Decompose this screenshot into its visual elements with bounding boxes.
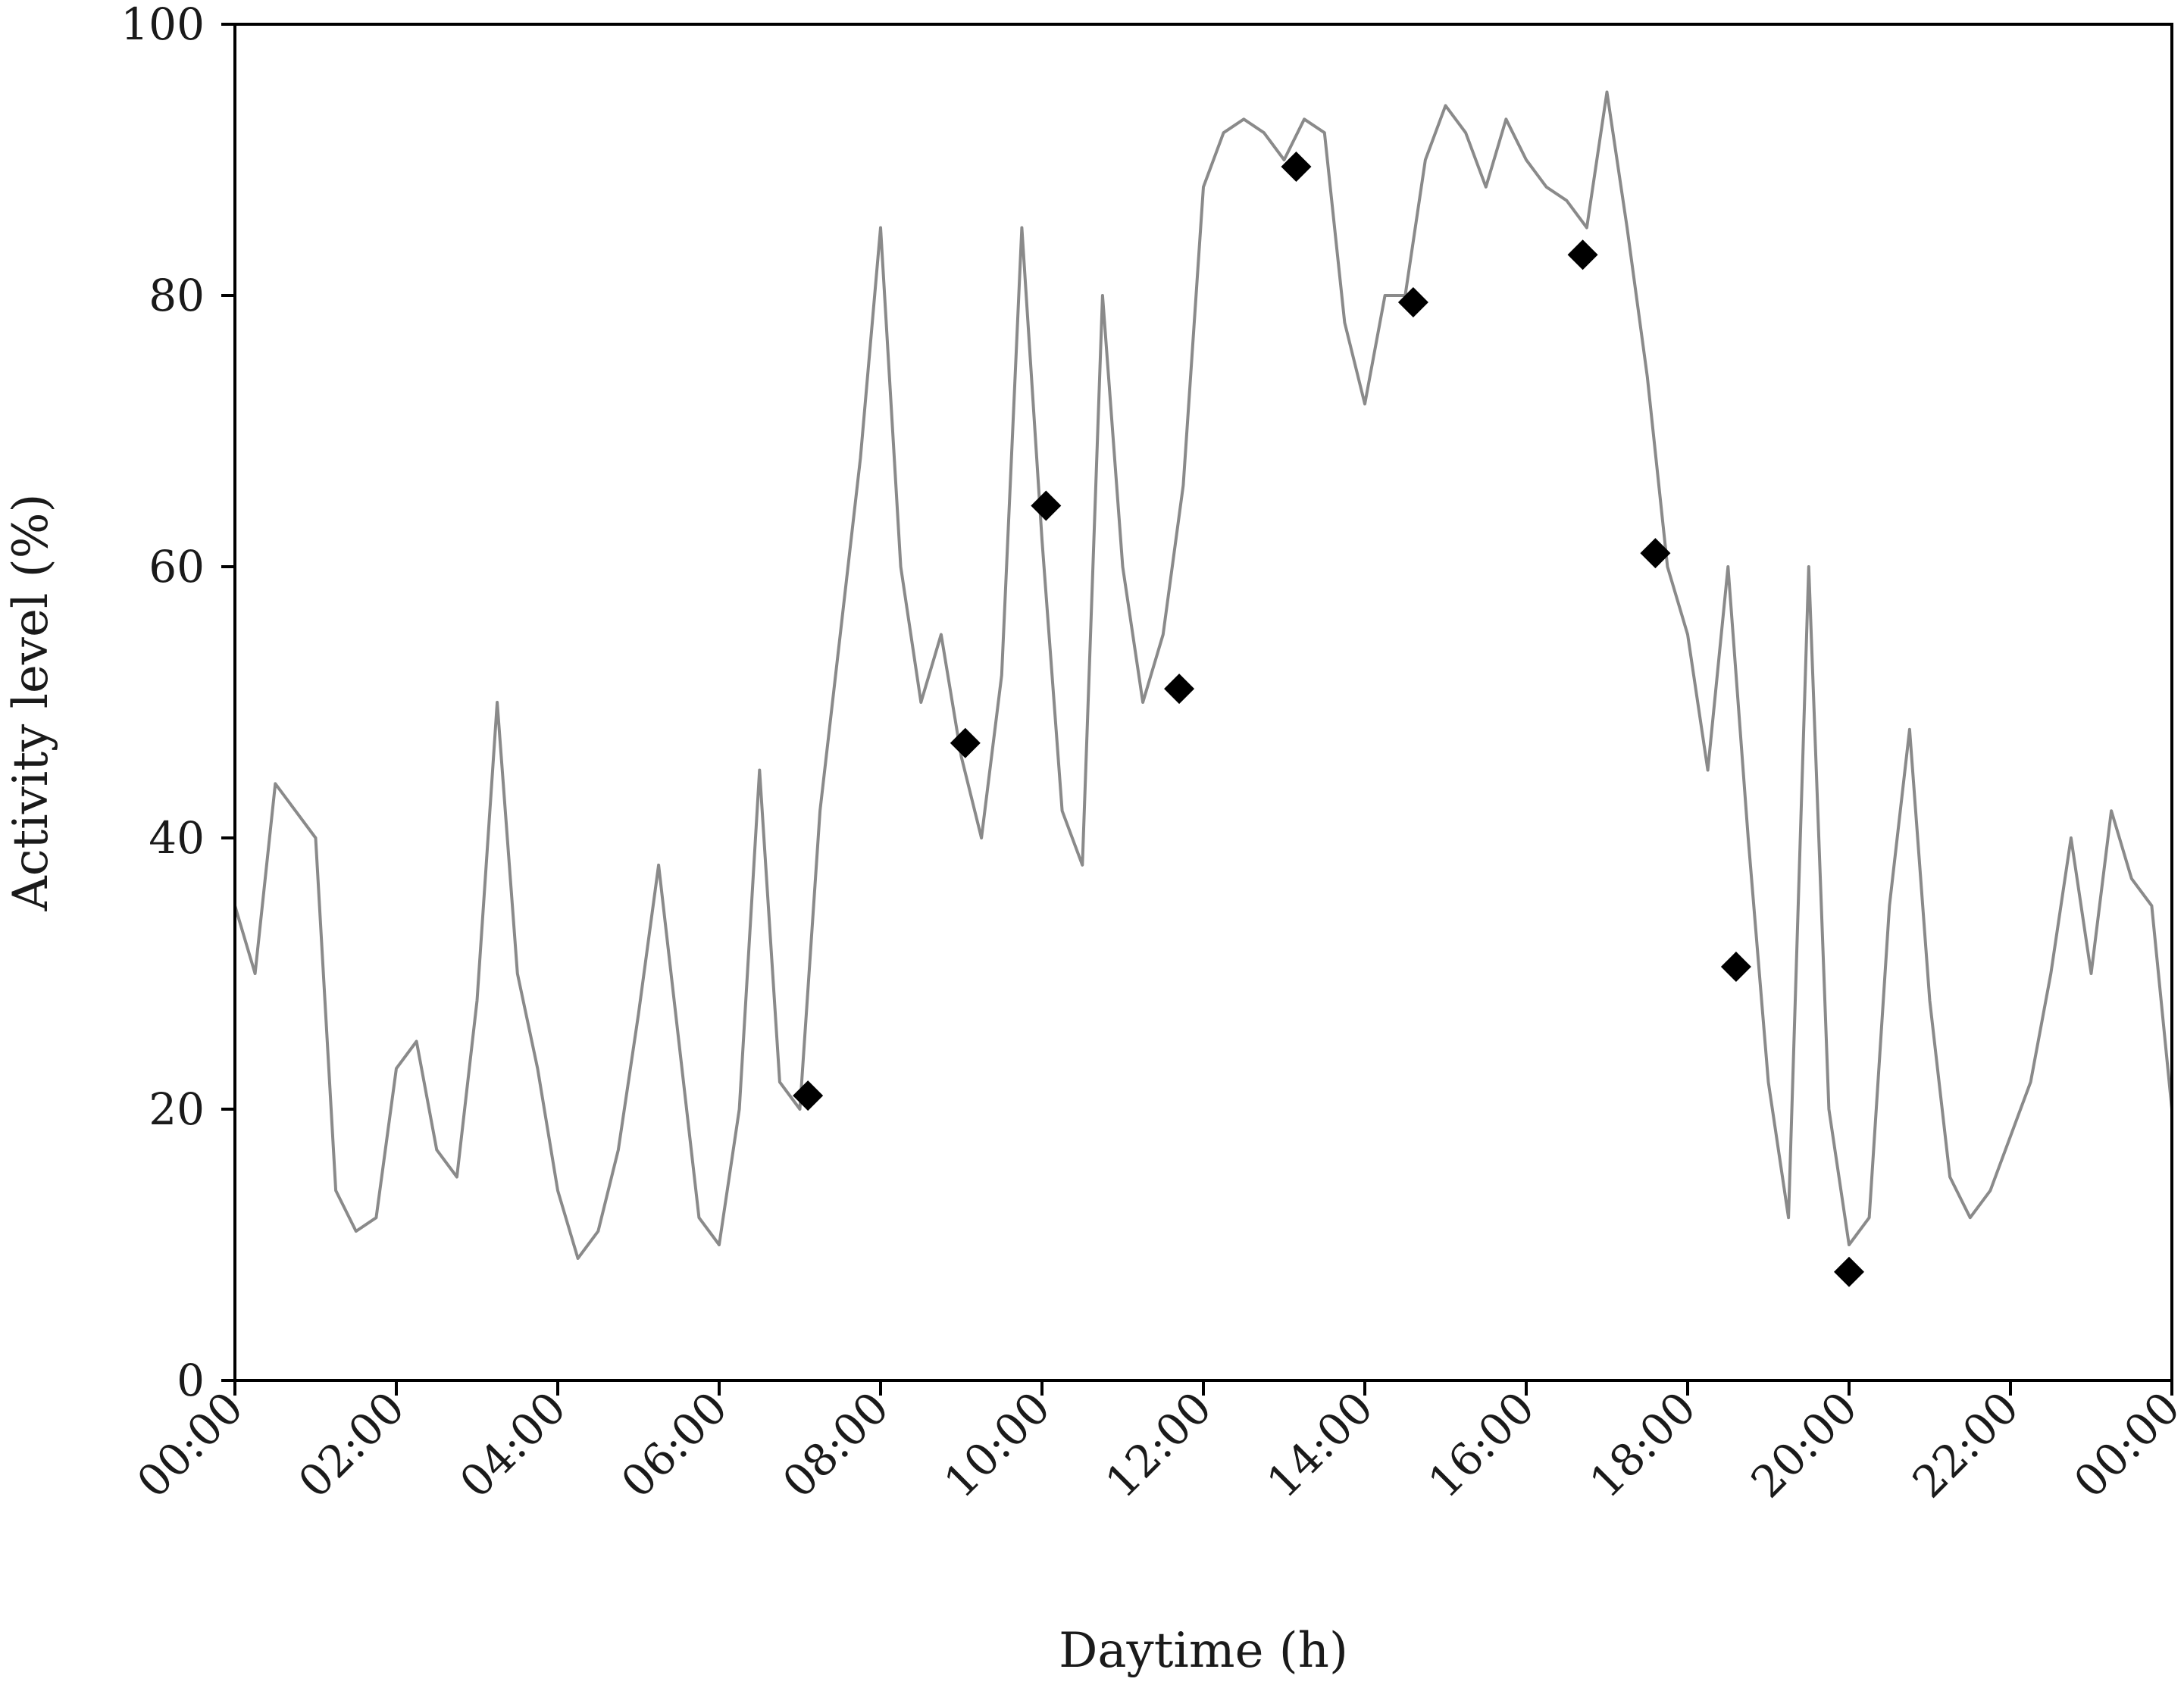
x-tick-label: 06:00 [612,1382,737,1508]
y-tick-label: 40 [149,812,205,864]
y-tick-label: 0 [177,1355,205,1406]
diamond-marker [1834,1256,1864,1287]
x-tick-label: 02:00 [289,1382,415,1508]
x-tick-label: 22:00 [1903,1382,2029,1508]
x-tick-label: 16:00 [1419,1382,1544,1508]
plot-frame [233,23,2173,1382]
y-axis-ticks: 0 20 40 60 80 100 [120,0,235,1406]
x-tick-label: 08:00 [773,1382,899,1508]
y-tick-label: 60 [149,541,205,592]
x-tick-label: 04:00 [450,1382,576,1508]
diamond-marker [1281,151,1312,182]
diamond-marker [1164,674,1195,705]
x-axis-ticks: 00:00 02:00 04:00 06:00 08:00 10:00 12:00 14:00… [127,1380,2184,1508]
diamond-marker [793,1080,824,1111]
x-tick-label: 20:00 [1741,1382,1867,1508]
x-axis-title: Daytime (h) [1059,1623,1348,1679]
x-tick-label: 00:00 [2064,1382,2184,1508]
y-tick-label: 80 [149,270,205,321]
y-tick-label: 20 [149,1083,205,1135]
activity-line-series [233,90,2173,1260]
y-tick-label: 100 [120,0,205,50]
diamond-marker [1720,952,1751,983]
diamond-marker [1567,239,1598,270]
diamond-marker [950,727,981,758]
diamond-marker [1640,538,1671,569]
diamond-marker [1031,490,1062,521]
x-tick-label: 18:00 [1580,1382,1706,1508]
plot-series [233,90,2173,1287]
x-tick-label: 14:00 [1257,1382,1383,1508]
y-axis-title: Activity level (%) [3,493,59,911]
x-tick-label: 10:00 [934,1382,1060,1508]
x-tick-label: 12:00 [1096,1382,1222,1508]
diamond-marker [1397,286,1428,317]
